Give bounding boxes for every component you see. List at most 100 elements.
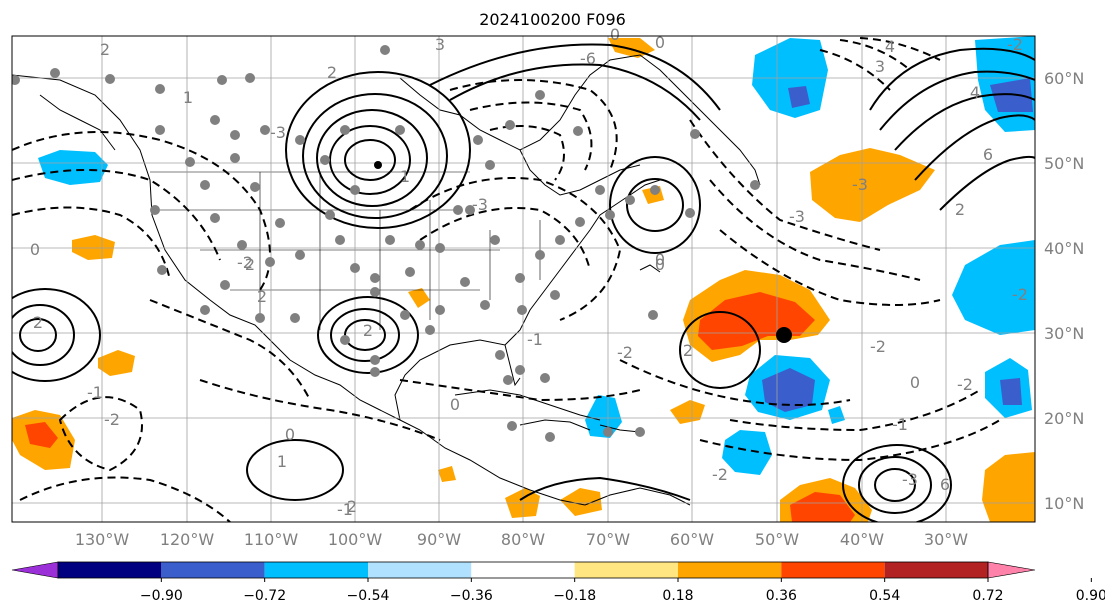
positive-anomaly-region <box>438 466 456 482</box>
negative-anomaly-core <box>762 368 815 412</box>
latitude-label: 40°N <box>1044 239 1084 258</box>
colorbar-bin <box>264 562 368 578</box>
contour-label-dashed: -2 <box>237 253 253 272</box>
longitude-label: 50°W <box>755 530 799 549</box>
latitude-label: 30°N <box>1044 324 1084 343</box>
dashed-contours <box>12 37 1001 522</box>
contour-label-solid: 2 <box>33 313 43 332</box>
negative-anomaly-region <box>828 406 845 424</box>
positive-anomaly-region <box>408 288 430 308</box>
contour-label-dashed: 0 <box>610 25 620 44</box>
colorbar-tick-label: −0.36 <box>450 588 493 604</box>
contour-label-solid: 3 <box>875 57 885 76</box>
negative-anomaly-region <box>585 395 622 438</box>
longitude-label: 60°W <box>670 530 714 549</box>
observation-dots <box>12 45 760 442</box>
solid-contours <box>12 43 1035 522</box>
negative-anomaly-region <box>38 150 108 185</box>
contour-label-solid: 2 <box>683 341 693 360</box>
contour-label-dashed: -3 <box>270 123 286 142</box>
colorbar-tick-labels: −0.90 −0.72 −0.54 −0.36 −0.18 0.18 0.36 0.54 0.7… <box>140 578 1105 604</box>
colorbar-frame <box>57 561 989 579</box>
contour-label-dashed: -3 <box>789 207 805 226</box>
contour-label-solid: 6 <box>983 145 993 164</box>
longitude-label: 80°W <box>501 530 545 549</box>
longitude-label: 110°W <box>244 530 299 549</box>
longitude-label: 120°W <box>160 530 215 549</box>
colorbar-bin <box>58 562 162 578</box>
positive-anomaly-region <box>560 488 602 516</box>
contour-label-solid: 2 <box>100 40 110 59</box>
positive-anomaly-region <box>670 400 705 424</box>
colorbar-extend-low <box>11 561 59 579</box>
positive-anomaly-region <box>810 148 935 222</box>
latitude-labels: 60°N 50°N 40°N 30°N 20°N 10°N <box>1044 69 1084 513</box>
contour-label-solid: 1 <box>277 452 287 471</box>
longitude-label: 90°W <box>417 530 461 549</box>
contour-label-dashed: -2 <box>957 375 973 394</box>
negative-anomaly-region <box>722 430 772 475</box>
contour-label-dashed: -1 <box>337 500 353 519</box>
contour-label-dashed: 0 <box>450 395 460 414</box>
positive-anomaly-region <box>98 350 135 376</box>
contour-label-solid: 2 <box>245 255 255 274</box>
latitude-label: 20°N <box>1044 409 1084 428</box>
contour-label-solid: 2 <box>347 497 357 516</box>
contour-label-solid: 1 <box>400 167 410 186</box>
longitude-label: 70°W <box>586 530 630 549</box>
contour-label-dashed: -2 <box>870 337 886 356</box>
negative-anomaly-core <box>788 86 810 108</box>
contour-label-solid: 2 <box>363 321 373 340</box>
latitude-label: 50°N <box>1044 154 1084 173</box>
colorbar-tick-label: −0.18 <box>553 588 596 604</box>
positive-anomaly-core <box>790 492 855 522</box>
colorbar-bin <box>368 562 472 578</box>
negative-anomaly-core <box>1000 378 1022 405</box>
longitude-label: 130°W <box>75 530 130 549</box>
longitude-label: 30°W <box>924 530 968 549</box>
contour-label-solid: 1 <box>183 88 193 107</box>
contour-label-dashed: -1 <box>87 383 103 402</box>
contour-label-solid: 2 <box>327 63 337 82</box>
contour-label-dashed: -3 <box>472 195 488 214</box>
contour-label-solid: 0 <box>655 33 665 52</box>
contour-label-solid: 6 <box>940 475 950 494</box>
colorbar-tick-label: 0.54 <box>869 588 900 604</box>
colorbar-tick-label: 0.36 <box>766 588 797 604</box>
coastlines <box>12 54 761 506</box>
colorbar-bin <box>574 562 678 578</box>
colorbar-bin <box>161 562 265 578</box>
contour-label-solid: 4 <box>970 83 980 102</box>
positive-anomaly-region <box>982 452 1035 522</box>
colorbar-tick-label: 0.90 <box>1076 588 1105 604</box>
contour-label-dashed: -2 <box>1012 285 1028 304</box>
positive-anomaly-region <box>72 235 115 260</box>
contour-label-dashed: -2 <box>104 410 120 429</box>
map-frame <box>11 35 1036 523</box>
graticule <box>12 36 1035 522</box>
storm-center-marker <box>776 327 792 343</box>
latitude-label: 10°N <box>1044 494 1084 513</box>
contour-label-dashed: 0 <box>285 425 295 444</box>
colorbar-tick-label: 0.18 <box>662 588 693 604</box>
colorbar-tick-label: 0.72 <box>972 588 1003 604</box>
longitude-label: 40°W <box>840 530 884 549</box>
map-title: 2024100200 F096 <box>479 10 626 29</box>
positive-anomaly-core <box>25 422 58 448</box>
colorbar-tick-label: −0.72 <box>243 588 286 604</box>
longitude-labels: 130°W 120°W 110°W 100°W 90°W 80°W 70°W 60°W 50°W… <box>75 530 968 549</box>
contour-label-solid: 2 <box>955 200 965 219</box>
contour-label-dashed: -1 <box>527 330 543 349</box>
colorbar-tick-label: −0.90 <box>140 588 183 604</box>
contour-label-dashed: -2 <box>712 465 728 484</box>
colorbar-bin <box>678 562 782 578</box>
colorbar <box>11 561 1036 579</box>
contour-label-dashed: -6 <box>580 49 596 68</box>
contour-label-dashed: -3 <box>902 470 918 489</box>
contour-label-dashed: 0 <box>30 240 40 259</box>
contour-label-solid: 4 <box>885 37 895 56</box>
colorbar-bin <box>471 562 575 578</box>
state-borders <box>150 171 541 330</box>
contour-label-dashed: 0 <box>910 373 920 392</box>
